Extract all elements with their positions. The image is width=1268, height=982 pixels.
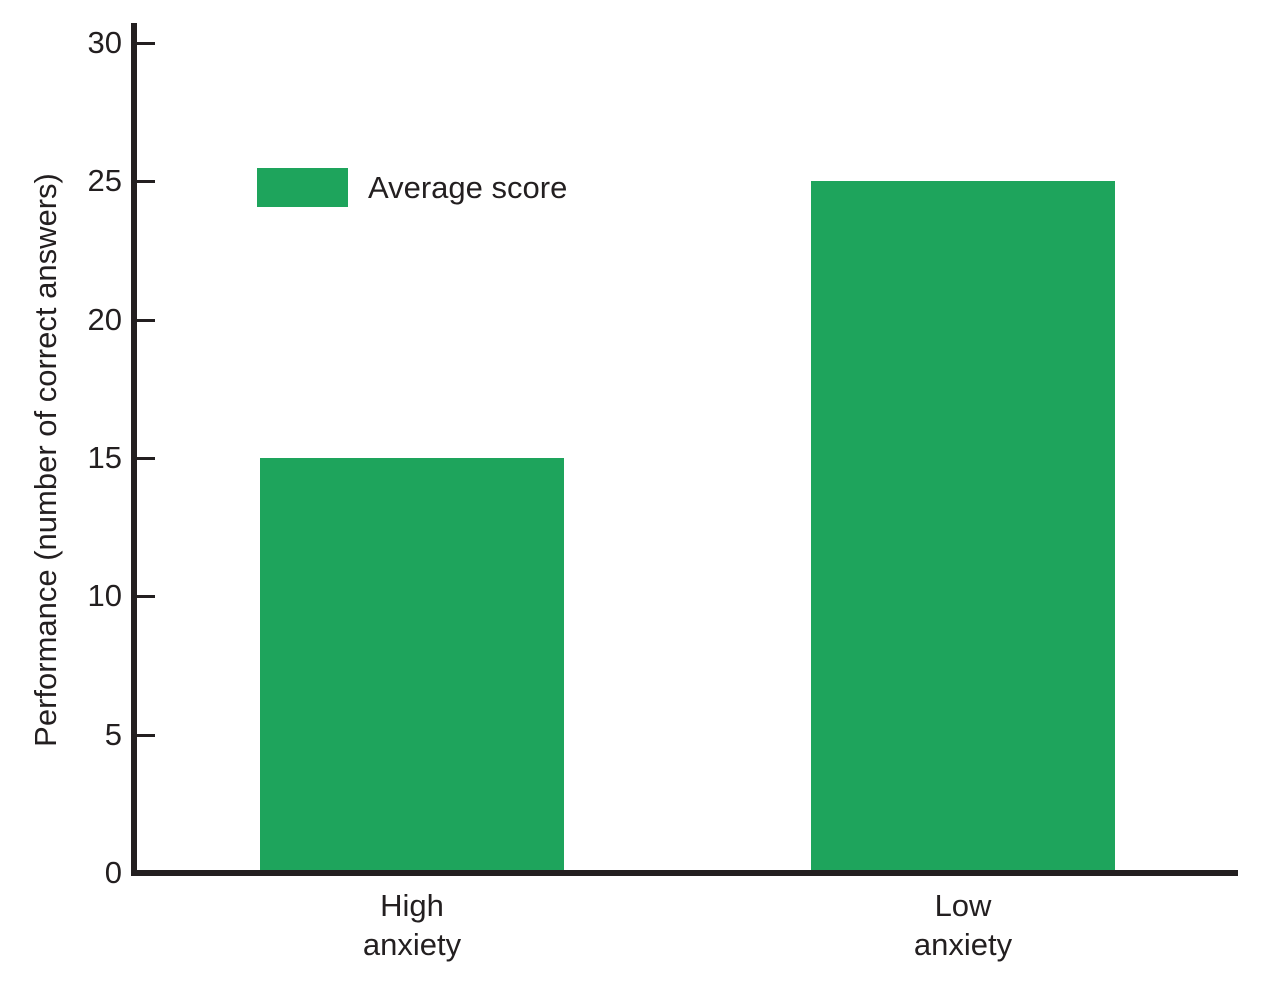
y-tick-label: 10	[87, 578, 122, 613]
y-tick-label: 0	[104, 855, 122, 890]
y-tick-mark	[137, 457, 155, 460]
bar-high-anxiety	[260, 458, 564, 871]
bar-low-anxiety	[811, 181, 1115, 871]
x-axis-line	[131, 870, 1238, 876]
y-tick-label: 30	[87, 25, 122, 60]
y-tick-mark	[137, 319, 155, 322]
y-tick-label: 25	[87, 163, 122, 198]
legend: Average score	[257, 168, 567, 207]
y-tick-mark	[137, 595, 155, 598]
y-axis-line	[131, 23, 137, 876]
x-category-label: High anxiety	[362, 888, 462, 962]
x-category-label: Low anxiety	[913, 888, 1013, 962]
y-tick-label: 20	[87, 302, 122, 337]
y-tick-mark	[137, 42, 155, 45]
y-tick-label: 15	[87, 440, 122, 475]
legend-swatch	[257, 168, 348, 207]
legend-label: Average score	[368, 169, 568, 205]
y-tick-mark	[137, 734, 155, 737]
y-tick-mark	[137, 180, 155, 183]
y-tick-label: 5	[104, 717, 122, 752]
